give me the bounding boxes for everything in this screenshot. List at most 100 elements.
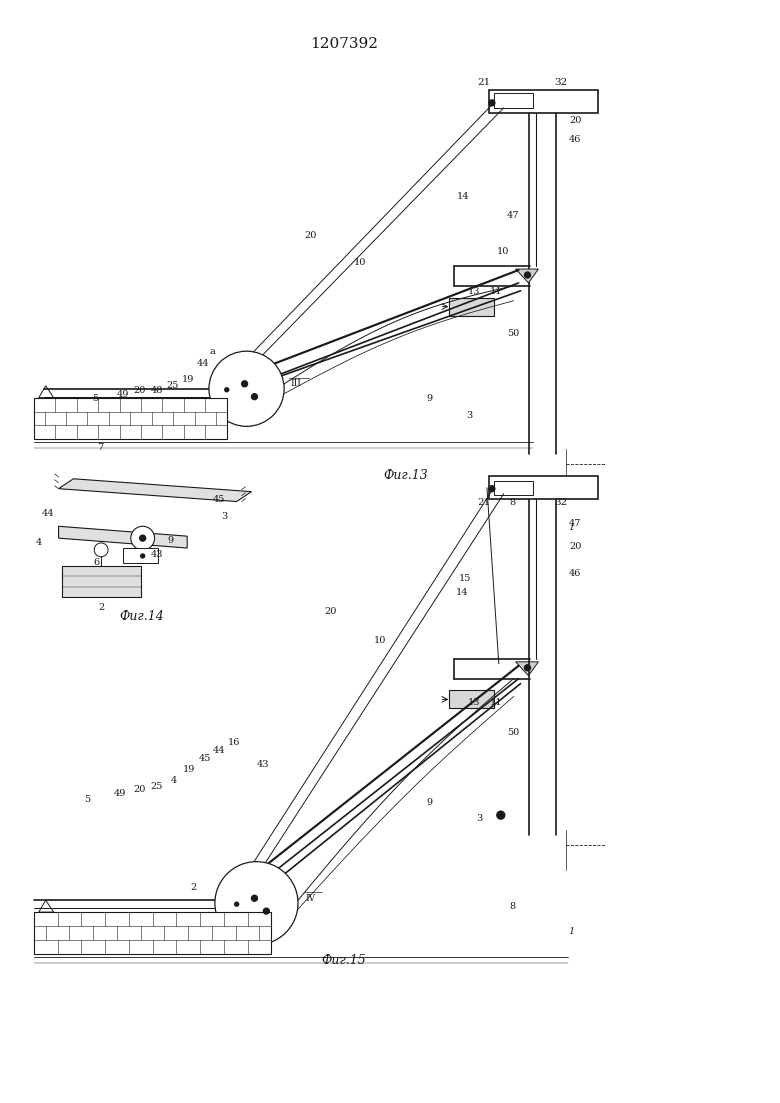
Circle shape [140, 554, 144, 558]
Polygon shape [39, 900, 54, 912]
Text: 3: 3 [221, 512, 227, 521]
Text: 8: 8 [509, 497, 516, 507]
Bar [449, 690, 494, 708]
Text: 11: 11 [491, 287, 503, 297]
Text: 5: 5 [84, 794, 90, 804]
Circle shape [215, 861, 298, 945]
Text: 46: 46 [569, 135, 581, 143]
Text: 10: 10 [374, 636, 386, 645]
Text: 2: 2 [190, 884, 197, 892]
Polygon shape [58, 526, 187, 548]
Text: 7: 7 [98, 443, 104, 452]
Text: 25: 25 [150, 782, 162, 791]
Text: 50: 50 [507, 728, 519, 737]
Text: 43: 43 [151, 550, 163, 559]
Text: 21: 21 [477, 78, 491, 87]
Text: 2: 2 [98, 602, 105, 612]
Text: 15: 15 [459, 575, 471, 583]
Polygon shape [516, 269, 538, 282]
Bar [489, 90, 597, 113]
Text: 45: 45 [199, 754, 211, 763]
Text: 20: 20 [324, 607, 337, 615]
Circle shape [497, 811, 505, 820]
Text: 1: 1 [568, 523, 574, 532]
Circle shape [251, 394, 257, 399]
Text: 46: 46 [569, 569, 581, 578]
Bar [34, 398, 227, 439]
Text: 10: 10 [354, 258, 367, 267]
Text: 48: 48 [151, 386, 163, 395]
Text: 49: 49 [114, 790, 126, 799]
Text: 13: 13 [468, 697, 480, 707]
Text: 32: 32 [555, 497, 568, 507]
Text: Фиг.15: Фиг.15 [321, 954, 366, 967]
Bar [489, 475, 597, 499]
Bar [449, 298, 494, 315]
Text: 32: 32 [555, 78, 568, 87]
Circle shape [235, 902, 239, 907]
Circle shape [489, 100, 495, 106]
Text: Фиг.14: Фиг.14 [119, 610, 164, 623]
Text: 4: 4 [171, 777, 177, 785]
Text: 3: 3 [476, 814, 482, 823]
Text: a: a [210, 347, 215, 356]
Text: 13: 13 [468, 287, 480, 297]
Text: 14: 14 [457, 192, 470, 202]
Text: Фиг.13: Фиг.13 [383, 469, 427, 482]
Text: 45: 45 [212, 494, 225, 504]
Text: 3: 3 [466, 410, 472, 419]
Text: 21: 21 [477, 497, 491, 507]
Circle shape [219, 382, 235, 398]
Circle shape [94, 543, 108, 557]
Bar [62, 566, 140, 598]
Text: III: III [291, 379, 301, 388]
Text: 1207392: 1207392 [310, 38, 378, 51]
Text: 9: 9 [427, 797, 433, 807]
Text: 10: 10 [497, 247, 509, 256]
Circle shape [524, 272, 530, 278]
Circle shape [140, 535, 146, 542]
Text: 49: 49 [117, 389, 129, 399]
Text: 5: 5 [92, 394, 98, 404]
Text: 19: 19 [183, 765, 196, 774]
Bar [123, 548, 158, 563]
Text: 44: 44 [212, 746, 225, 754]
Text: 20: 20 [305, 231, 317, 239]
Circle shape [489, 485, 495, 492]
Text: 16: 16 [228, 738, 240, 747]
Circle shape [524, 665, 530, 671]
Text: 9: 9 [167, 536, 173, 545]
Text: 9: 9 [427, 394, 433, 404]
Circle shape [225, 388, 229, 392]
Text: 50: 50 [507, 329, 519, 338]
Bar [494, 481, 534, 494]
Text: 4: 4 [36, 538, 42, 547]
Circle shape [229, 897, 245, 912]
Text: 47: 47 [507, 211, 519, 219]
Text: 20: 20 [569, 116, 581, 125]
Polygon shape [39, 386, 54, 398]
Text: 1: 1 [568, 927, 574, 935]
Text: 20: 20 [133, 785, 145, 794]
Circle shape [131, 526, 154, 550]
Polygon shape [516, 662, 538, 676]
Text: 44: 44 [197, 360, 210, 368]
Text: 20: 20 [569, 542, 581, 550]
Polygon shape [58, 479, 251, 502]
Circle shape [264, 908, 269, 914]
Text: 20: 20 [134, 386, 146, 395]
Text: 25: 25 [166, 382, 179, 390]
Text: 14: 14 [456, 589, 469, 598]
Bar [494, 93, 534, 108]
Text: 43: 43 [257, 760, 269, 769]
Circle shape [242, 381, 247, 387]
Circle shape [209, 351, 284, 427]
Text: 19: 19 [182, 375, 194, 384]
Text: 44: 44 [42, 508, 55, 517]
Text: 11: 11 [491, 697, 503, 707]
Circle shape [251, 896, 257, 901]
Text: 47: 47 [569, 518, 581, 527]
Text: IV: IV [306, 893, 316, 902]
Text: 6: 6 [94, 558, 100, 567]
Text: 8: 8 [509, 901, 516, 911]
